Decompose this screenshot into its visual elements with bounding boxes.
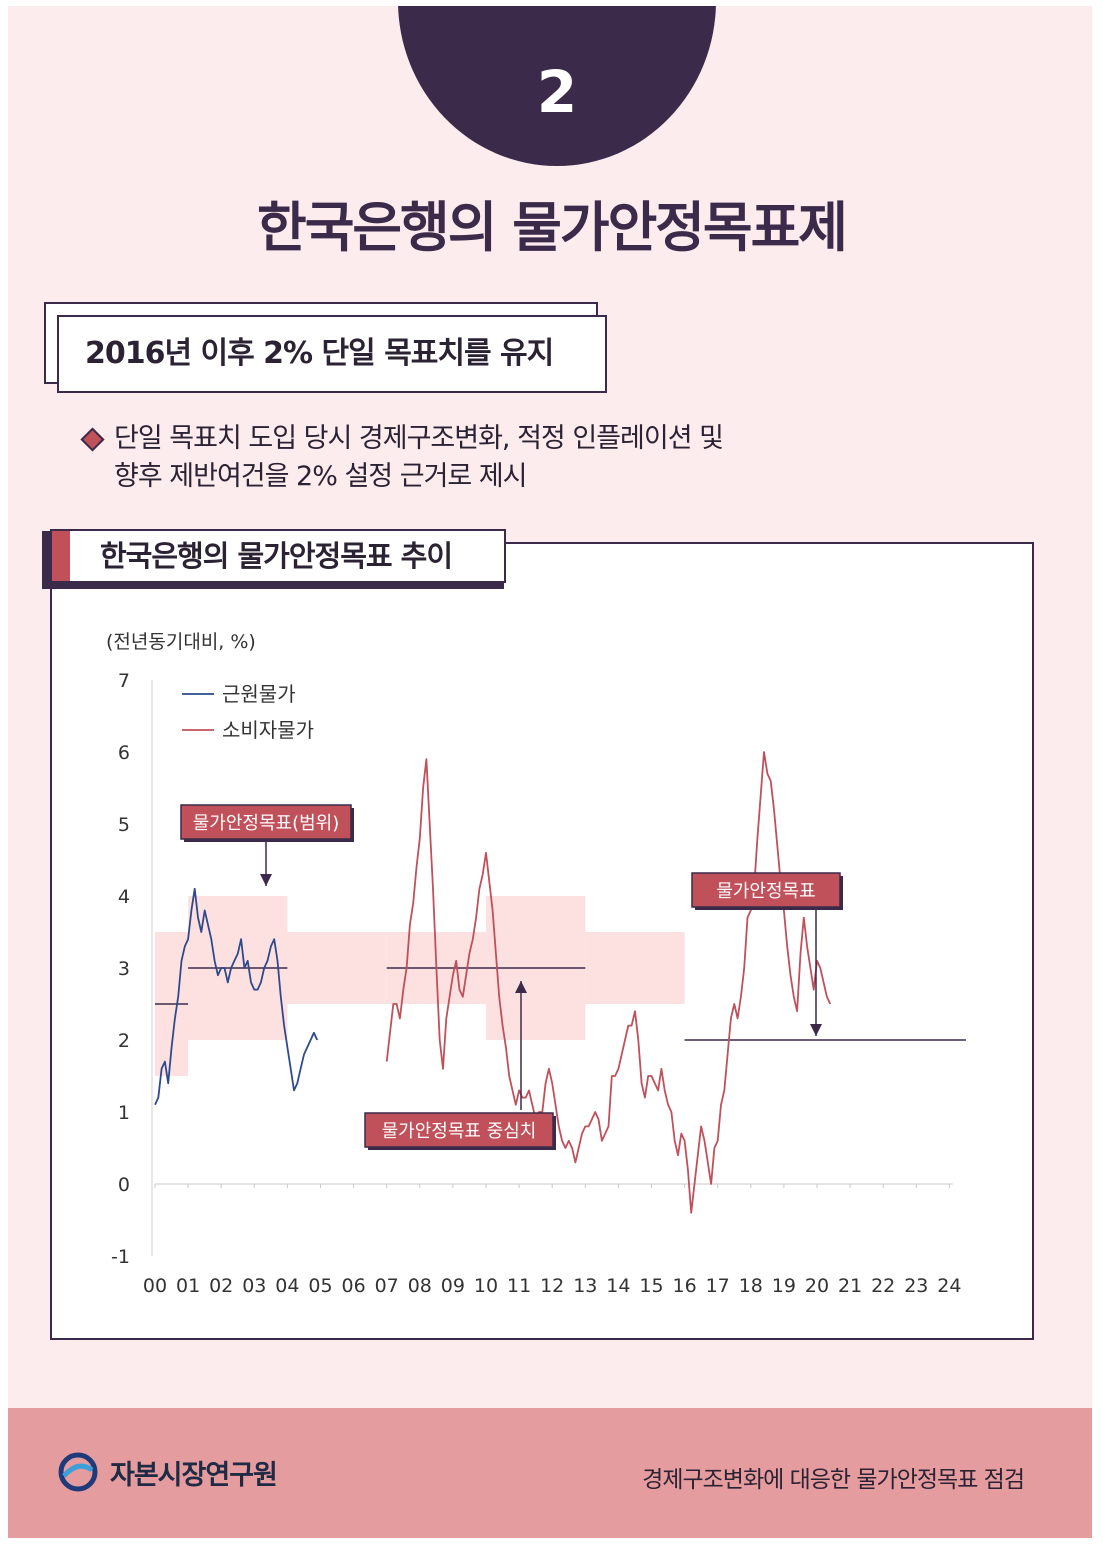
x-tick-label: 22 [871, 1275, 895, 1297]
x-tick-label: 02 [209, 1275, 233, 1297]
x-tick-label: 11 [507, 1275, 531, 1297]
x-tick-label: 13 [573, 1275, 597, 1297]
x-tick-label: 05 [308, 1275, 332, 1297]
bullet-line-2: 향후 제반여건을 2% 설정 근거로 제시 [114, 461, 528, 492]
target-annotation-box [691, 872, 841, 908]
x-tick-label: 18 [739, 1275, 763, 1297]
x-tick-label: 01 [176, 1275, 200, 1297]
series-line-1 [385, 751, 832, 1214]
x-tick-label: 16 [673, 1275, 697, 1297]
x-tick-label: 09 [441, 1275, 465, 1297]
chart-title: 한국은행의 물가안정목표 추이 [100, 539, 453, 573]
chart-title-tab: 한국은행의 물가안정목표 추이 [50, 529, 506, 583]
x-tick-label: 17 [706, 1275, 730, 1297]
section-number: 2 [536, 58, 578, 126]
x-tick-label: 15 [639, 1275, 663, 1297]
target-annotation-text: 물가안정목표 [716, 881, 815, 902]
x-tick-label: 03 [242, 1275, 266, 1297]
legend-label-1: 소비자물가 [222, 718, 314, 742]
x-tick-label: 00 [143, 1275, 167, 1297]
bullet-text: 단일 목표치 도입 당시 경제구조변화, 적정 인플레이션 및 향후 제반여건을… [80, 420, 724, 496]
y-tick-label: 6 [118, 742, 130, 764]
x-tick-label: 19 [772, 1275, 796, 1297]
target-arrow-head [810, 1024, 822, 1036]
unit-label: (전년동기대비, %) [106, 631, 256, 653]
series-line-0 [154, 887, 319, 1106]
x-tick-label: 04 [275, 1275, 299, 1297]
page-title: 한국은행의 물가안정목표제 [257, 196, 848, 259]
range-annotation-text: 물가안정목표(범위) [193, 813, 340, 834]
y-tick-label: 2 [118, 1030, 130, 1052]
logo-text: 자본시장연구원 [110, 1460, 278, 1491]
kcmi-logo-icon [58, 1452, 98, 1492]
x-tick-label: 12 [540, 1275, 564, 1297]
center-arrow-head [515, 981, 527, 993]
x-tick-label: 10 [474, 1275, 498, 1297]
range-annotation-box [180, 804, 352, 840]
y-tick-label: 1 [118, 1102, 130, 1124]
x-tick-label: 07 [375, 1275, 399, 1297]
y-tick-label: 3 [118, 958, 130, 980]
bullet-line-1: 단일 목표치 도입 당시 경제구조변화, 적정 인플레이션 및 [114, 423, 724, 454]
legend-label-0: 근원물가 [222, 682, 296, 706]
target-band-2 [287, 932, 387, 1004]
x-tick-label: 20 [805, 1275, 829, 1297]
center-annotation-text: 물가안정목표 중심치 [382, 1121, 537, 1142]
footer-bar [8, 1408, 1092, 1538]
x-tick-label: 06 [342, 1275, 366, 1297]
y-tick-label: 5 [118, 814, 130, 836]
x-tick-label: 21 [838, 1275, 862, 1297]
y-tick-label: 7 [118, 670, 130, 692]
center-annotation-box [364, 1112, 554, 1148]
target-band-5 [585, 932, 685, 1004]
x-tick-label: 08 [408, 1275, 432, 1297]
y-tick-label: -1 [111, 1246, 130, 1268]
x-tick-label: 24 [937, 1275, 961, 1297]
report-title: 경제구조변화에 대응한 물가안정목표 점검 [642, 1467, 1025, 1493]
range-arrow-head [260, 874, 272, 886]
chart-title-accent [52, 531, 70, 581]
y-tick-label: 4 [118, 886, 130, 908]
y-tick-label: 0 [118, 1174, 130, 1196]
x-tick-label: 23 [904, 1275, 928, 1297]
x-tick-label: 14 [606, 1275, 630, 1297]
subtitle-box: 2016년 이후 2% 단일 목표치를 유지 [57, 315, 607, 393]
